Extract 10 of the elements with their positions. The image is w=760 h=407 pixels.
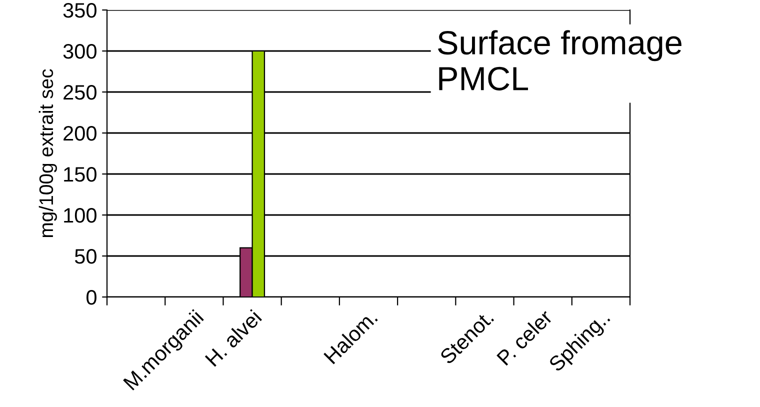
y-tick-label: 100 bbox=[64, 208, 96, 223]
y-tick-label: 250 bbox=[64, 85, 96, 100]
y-tick-label: 150 bbox=[64, 167, 96, 182]
text: Surface fromage PMCL bbox=[438, 30, 682, 90]
y-axis-title: mg/100g extrait sec bbox=[38, 69, 57, 238]
y-tick-label: 350 bbox=[63, 3, 96, 18]
y-tick-label: 50 bbox=[74, 249, 96, 264]
y-tick-label: 200 bbox=[64, 126, 96, 141]
y-tick-label: 0 bbox=[86, 290, 96, 305]
y-tick-label: 300 bbox=[63, 44, 96, 59]
